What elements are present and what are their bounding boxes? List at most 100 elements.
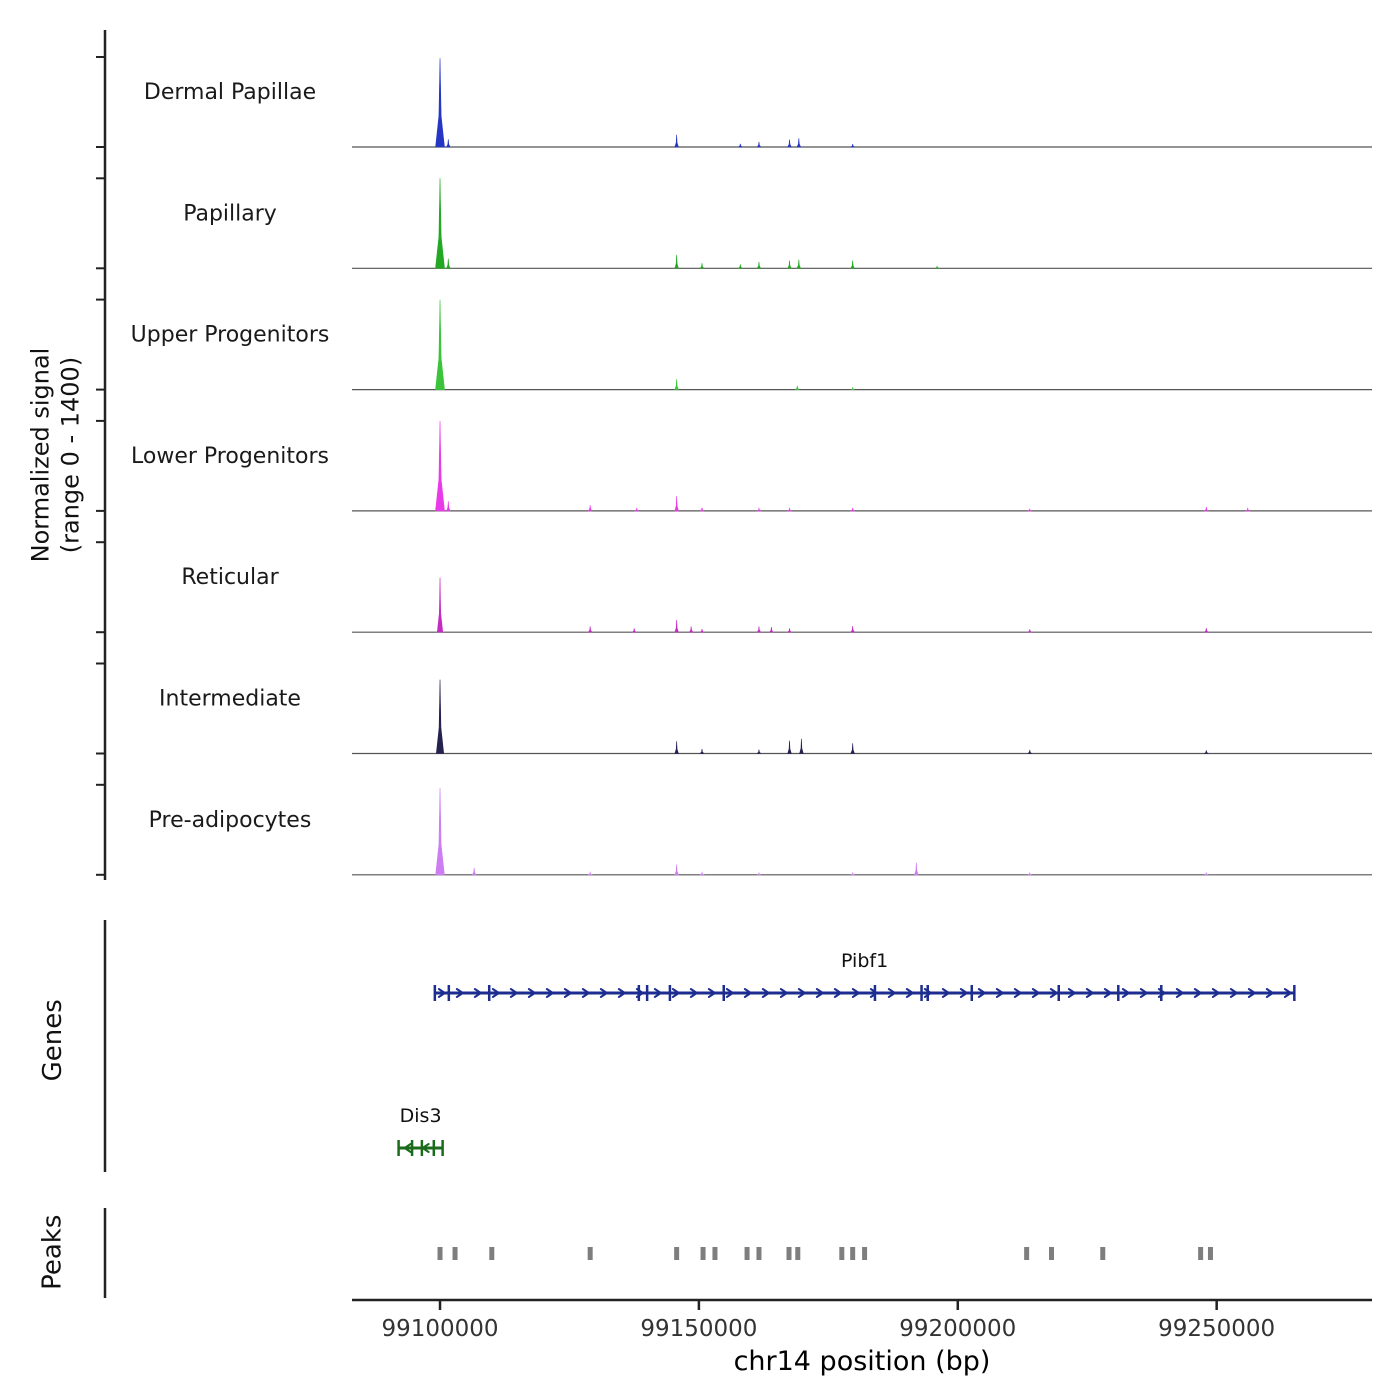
signal-peak	[796, 259, 802, 269]
called-peak-bar	[437, 1247, 443, 1260]
strand-arrow-right-icon	[527, 988, 536, 998]
signal-peak	[435, 58, 445, 148]
strand-arrow-right-icon	[959, 988, 968, 998]
called-peak-bar	[700, 1247, 706, 1260]
signal-peak	[850, 260, 855, 269]
strand-arrow-right-icon	[707, 988, 716, 998]
strand-arrow-right-icon	[833, 988, 842, 998]
signal-peak	[757, 871, 761, 876]
track-label: Upper Progenitors	[131, 323, 330, 348]
strand-arrow-right-icon	[995, 988, 1004, 998]
strand-arrow-right-icon	[491, 988, 500, 998]
strand-arrow-right-icon	[437, 988, 446, 998]
signal-peak	[1203, 627, 1209, 633]
strand-arrow-right-icon	[1031, 988, 1040, 998]
signal-peak	[435, 788, 445, 876]
strand-arrow-right-icon	[851, 988, 860, 998]
signal-peak	[699, 871, 705, 876]
signal-peak	[587, 505, 593, 512]
strand-arrow-right-icon	[509, 988, 518, 998]
signal-peak	[435, 299, 445, 390]
signal-peak	[786, 628, 793, 633]
strand-arrow-right-icon	[545, 988, 554, 998]
signal-peak	[699, 748, 705, 754]
signal-peak	[446, 139, 451, 148]
signal-peak	[787, 260, 792, 269]
strand-arrow-right-icon	[887, 988, 896, 998]
strand-arrow-left-icon	[421, 1143, 430, 1153]
called-peak-bar	[489, 1247, 495, 1260]
signal-peak	[674, 254, 679, 269]
signal-peak	[436, 577, 444, 633]
signal-peak	[1204, 871, 1209, 876]
called-peak-bar	[1024, 1247, 1030, 1260]
strand-arrow-left-icon	[403, 1143, 412, 1153]
strand-arrow-right-icon	[1157, 988, 1166, 998]
called-peak-bar	[587, 1247, 593, 1260]
signal-peak	[688, 626, 694, 633]
signal-peak	[674, 496, 679, 512]
strand-arrow-right-icon	[1193, 988, 1202, 998]
strand-arrow-right-icon	[743, 988, 752, 998]
called-peak-bar	[712, 1247, 718, 1260]
x-axis-title: chr14 position (bp)	[733, 1346, 991, 1377]
strand-arrow-right-icon	[923, 988, 932, 998]
strand-arrow-right-icon	[1175, 988, 1184, 998]
strand-arrow-right-icon	[941, 988, 950, 998]
signal-peak	[446, 258, 451, 269]
track-label: Reticular	[181, 565, 279, 590]
track-label: Intermediate	[159, 687, 301, 712]
signal-peak	[699, 263, 705, 269]
strand-arrow-right-icon	[1211, 988, 1220, 998]
strand-arrow-right-icon	[473, 988, 482, 998]
strand-arrow-right-icon	[1247, 988, 1256, 998]
signal-peak	[587, 871, 593, 876]
signal-peak	[631, 628, 637, 633]
signal-peak	[756, 507, 762, 512]
strand-arrow-right-icon	[1049, 988, 1058, 998]
signal-peak	[756, 141, 762, 148]
called-peak-bar	[452, 1247, 458, 1260]
signal-peak	[794, 385, 800, 390]
signal-peak	[849, 144, 856, 148]
gene-label: Dis3	[400, 1105, 442, 1127]
signal-peak	[796, 138, 802, 148]
strand-arrow-right-icon	[635, 988, 644, 998]
signal-peak	[633, 507, 640, 512]
strand-arrow-right-icon	[815, 988, 824, 998]
signal-peak	[756, 626, 762, 633]
signal-peak	[756, 261, 762, 269]
signal-peak	[674, 379, 679, 390]
signal-peak	[768, 627, 774, 633]
strand-arrow-right-icon	[1103, 988, 1112, 998]
signal-peak	[674, 134, 679, 148]
signal-peak	[446, 501, 451, 512]
x-axis-tick-label: 99100000	[381, 1316, 498, 1342]
x-axis-tick-label: 99200000	[899, 1316, 1016, 1342]
signal-peak	[799, 738, 804, 754]
signal-peak	[435, 420, 445, 512]
signal-peak	[737, 264, 743, 269]
strand-arrow-right-icon	[581, 988, 590, 998]
signal-peak	[699, 507, 705, 512]
strand-arrow-right-icon	[653, 988, 662, 998]
strand-arrow-right-icon	[689, 988, 698, 998]
strand-arrow-right-icon	[1013, 988, 1022, 998]
signal-peak	[849, 507, 856, 512]
called-peak-bar	[1207, 1247, 1213, 1260]
signal-peak	[787, 139, 792, 148]
signal-peak	[674, 741, 679, 754]
signal-peak	[1027, 871, 1032, 876]
signal-peak	[914, 862, 919, 876]
called-peak-bar	[862, 1247, 868, 1260]
strand-arrow-right-icon	[1139, 988, 1148, 998]
strand-arrow-right-icon	[869, 988, 878, 998]
track-label: Papillary	[183, 201, 277, 226]
signal-peak	[435, 178, 445, 269]
signal-peak	[674, 864, 679, 876]
called-peak-bar	[756, 1247, 762, 1260]
signal-peak	[674, 619, 679, 633]
signal-peak	[850, 871, 855, 876]
signal-peak	[1027, 508, 1032, 512]
